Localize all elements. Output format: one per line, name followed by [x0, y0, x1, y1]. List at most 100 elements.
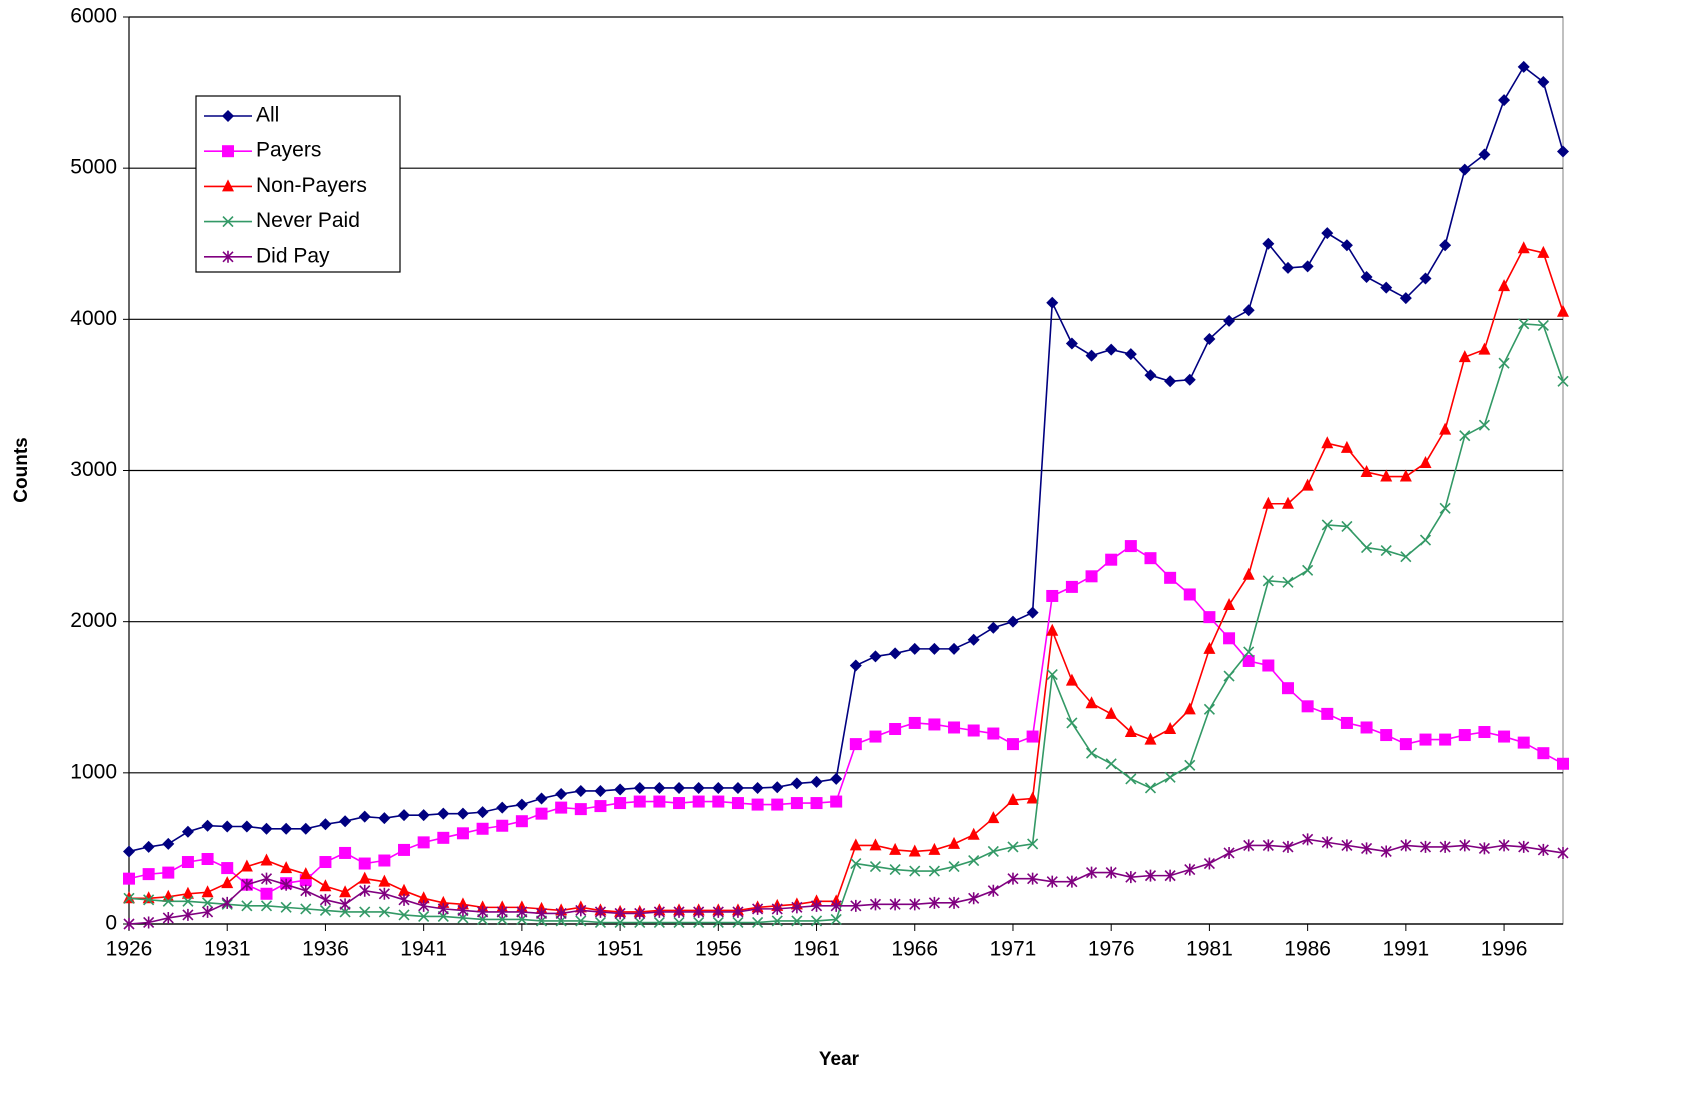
- marker: [1360, 271, 1373, 284]
- marker: [1242, 654, 1255, 667]
- marker: [594, 800, 607, 813]
- marker: [810, 797, 823, 810]
- marker: [1203, 703, 1215, 715]
- marker: [987, 845, 999, 858]
- marker: [1321, 436, 1334, 449]
- marker: [791, 915, 803, 927]
- marker: [810, 899, 823, 912]
- marker: [476, 806, 489, 819]
- marker: [673, 797, 686, 810]
- marker: [771, 798, 784, 811]
- marker: [614, 916, 626, 929]
- marker: [182, 908, 194, 921]
- marker: [653, 905, 665, 918]
- marker: [673, 905, 685, 918]
- marker: [477, 905, 489, 918]
- marker: [732, 916, 744, 929]
- marker: [1439, 239, 1452, 252]
- marker: [968, 892, 980, 905]
- marker: [712, 916, 724, 929]
- line: [128, 838, 1564, 925]
- marker: [908, 642, 921, 655]
- marker: [1517, 60, 1530, 73]
- y-tick-label: 1000: [70, 760, 117, 783]
- marker: [1183, 373, 1196, 386]
- marker: [398, 909, 410, 921]
- marker: [181, 856, 194, 869]
- marker: [123, 918, 135, 930]
- marker: [555, 787, 568, 800]
- marker: [948, 836, 961, 849]
- marker: [162, 895, 174, 907]
- marker: [1085, 696, 1098, 709]
- marker: [1184, 759, 1196, 771]
- marker: [1144, 369, 1157, 382]
- marker: [280, 901, 292, 913]
- marker: [143, 916, 155, 929]
- line: [128, 323, 1564, 924]
- marker: [260, 887, 273, 900]
- marker: [614, 797, 627, 810]
- marker: [830, 795, 843, 808]
- marker: [909, 898, 921, 911]
- series: [123, 540, 1569, 900]
- marker: [1537, 747, 1550, 760]
- marker: [928, 642, 941, 655]
- x-tick-label: 1971: [990, 938, 1037, 961]
- marker: [909, 865, 921, 877]
- series: [123, 833, 1569, 930]
- marker: [1281, 496, 1294, 509]
- marker: [241, 900, 253, 912]
- marker: [1419, 534, 1432, 546]
- x-tick-label: 1981: [1186, 938, 1233, 961]
- marker: [535, 807, 548, 820]
- marker: [594, 784, 607, 797]
- marker: [378, 812, 391, 825]
- marker: [1498, 839, 1510, 852]
- marker: [1026, 606, 1039, 619]
- marker: [1321, 227, 1334, 240]
- marker: [673, 781, 686, 794]
- marker: [1341, 520, 1353, 532]
- y-tick-label: 0: [105, 912, 117, 935]
- marker: [417, 809, 430, 822]
- marker: [634, 907, 646, 920]
- marker: [181, 886, 194, 899]
- marker: [1360, 721, 1373, 734]
- marker: [1065, 580, 1078, 593]
- marker: [123, 872, 135, 885]
- marker: [1341, 839, 1353, 852]
- marker: [1124, 540, 1137, 553]
- marker: [1439, 733, 1452, 746]
- marker: [1007, 841, 1019, 853]
- marker: [752, 902, 764, 915]
- marker: [1144, 782, 1157, 794]
- marker: [1164, 869, 1176, 882]
- marker: [280, 822, 293, 835]
- marker: [515, 815, 528, 828]
- marker: [358, 871, 371, 884]
- marker: [456, 827, 469, 840]
- marker: [1399, 738, 1412, 751]
- marker: [1360, 542, 1373, 554]
- marker: [1006, 615, 1019, 628]
- marker: [240, 859, 253, 872]
- marker: [1262, 496, 1275, 509]
- marker: [221, 862, 234, 875]
- marker: [280, 861, 293, 874]
- marker: [1203, 857, 1215, 870]
- marker: [928, 842, 941, 855]
- marker: [299, 822, 312, 835]
- legend-label: Payers: [256, 139, 321, 162]
- legend: All Payers Non-Payers Never Paid Did Pay: [195, 95, 401, 273]
- marker: [1105, 343, 1118, 356]
- marker: [496, 819, 509, 832]
- marker: [1458, 350, 1471, 363]
- x-tick-label: 1956: [695, 938, 742, 961]
- y-tick-label: 2000: [70, 609, 117, 632]
- marker: [1400, 839, 1412, 852]
- marker: [1105, 553, 1118, 566]
- marker: [496, 801, 509, 814]
- marker: [849, 659, 862, 672]
- marker: [1419, 733, 1432, 746]
